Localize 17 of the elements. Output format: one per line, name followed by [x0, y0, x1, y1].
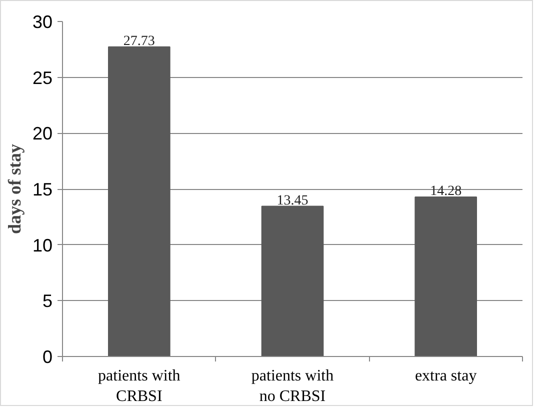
y-tick-label: 20 — [32, 124, 53, 144]
bar — [414, 196, 477, 356]
bar — [108, 46, 170, 356]
y-tick-label: 0 — [42, 347, 53, 367]
y-tick-label: 15 — [32, 180, 53, 200]
x-tick-label: patients with no CRBSI — [251, 368, 334, 405]
x-tick-label: extra stay — [414, 368, 477, 384]
y-tick-label: 30 — [32, 12, 53, 32]
y-tick-label: 25 — [32, 68, 53, 88]
y-tick-label: 5 — [42, 291, 53, 312]
data-label: 27.73 — [123, 34, 155, 49]
y-axis-title: days of stay — [4, 144, 24, 234]
data-label: 13.45 — [276, 193, 308, 208]
bar — [261, 206, 324, 356]
y-tick-label: 10 — [32, 235, 53, 256]
x-tick-label: patients with CRBSI — [98, 368, 180, 405]
data-label: 14.28 — [430, 184, 462, 200]
